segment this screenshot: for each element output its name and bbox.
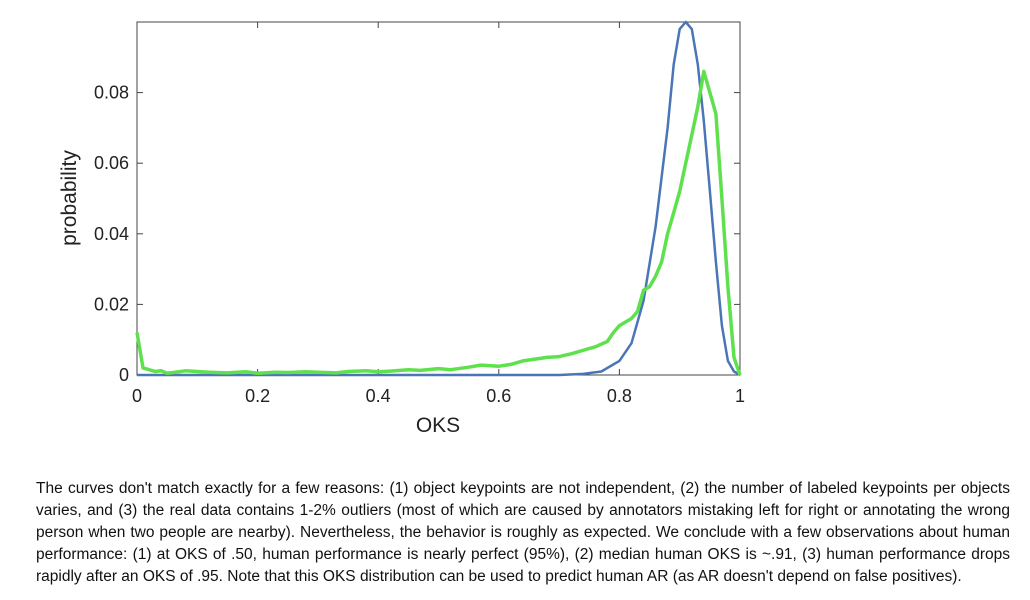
series-layer [135,20,742,377]
y-tick-label: 0.06 [94,153,129,173]
x-tick-label: 0.6 [486,386,511,406]
x-tick-label: 0.8 [607,386,632,406]
x-axis-label: OKS [416,414,460,437]
x-tick-label: 0.2 [245,386,270,406]
x-tick-label: 0 [132,386,142,406]
green-series-line [135,69,742,376]
y-tick-label: 0.08 [94,83,129,103]
y-tick-label: 0.02 [94,294,129,314]
y-tick-label: 0.04 [94,224,129,244]
oks-distribution-chart: 0 0.2 0.4 0.6 0.8 1 0 0.02 0.04 0.06 0.08 OKS prob… [58,20,745,437]
plot-frame [136,21,741,376]
x-tick-label: 1 [735,386,745,406]
axis-ticks [136,22,741,376]
y-axis-label: probability [58,150,81,246]
x-tick-label: 0.4 [366,386,391,406]
blue-series-line [137,20,741,377]
y-tick-label: 0 [119,365,129,385]
tick-labels: 0 0.2 0.4 0.6 0.8 1 0 0.02 0.04 0.06 0.08 [94,83,745,406]
figure-caption: The curves don't match exactly for a few… [36,479,1010,585]
